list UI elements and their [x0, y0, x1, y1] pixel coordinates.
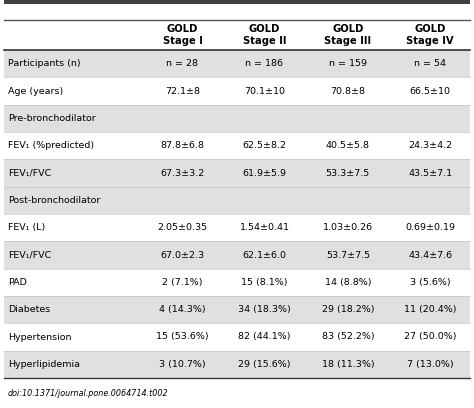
Bar	[4, 214, 470, 242]
Bar	[4, 78, 470, 105]
Text: 70.1±10: 70.1±10	[244, 86, 285, 95]
Bar	[4, 20, 470, 50]
Text: FEV₁ (%predicted): FEV₁ (%predicted)	[8, 141, 94, 150]
Text: 83 (52.2%): 83 (52.2%)	[321, 333, 374, 341]
Bar	[4, 323, 470, 350]
Text: 2 (7.1%): 2 (7.1%)	[162, 278, 203, 287]
Text: Diabetes: Diabetes	[8, 305, 50, 314]
Text: 66.5±10: 66.5±10	[410, 86, 451, 95]
Text: 4 (14.3%): 4 (14.3%)	[159, 305, 206, 314]
Text: GOLD
Stage III: GOLD Stage III	[324, 24, 372, 46]
Text: 15 (8.1%): 15 (8.1%)	[241, 278, 288, 287]
Text: FEV₁ (L): FEV₁ (L)	[8, 223, 45, 232]
Bar	[4, 268, 470, 296]
Text: 15 (53.6%): 15 (53.6%)	[156, 333, 209, 341]
Text: 61.9±5.9: 61.9±5.9	[243, 169, 286, 177]
Text: Hyperlipidemia: Hyperlipidemia	[8, 360, 80, 369]
Text: FEV₁/FVC: FEV₁/FVC	[8, 169, 51, 177]
Text: 27 (50.0%): 27 (50.0%)	[404, 333, 456, 341]
Text: 87.8±6.8: 87.8±6.8	[161, 141, 204, 150]
Text: 53.3±7.5: 53.3±7.5	[326, 169, 370, 177]
Text: FEV₁/FVC: FEV₁/FVC	[8, 251, 51, 259]
Text: Participants (n): Participants (n)	[8, 59, 81, 68]
Text: 7 (13.0%): 7 (13.0%)	[407, 360, 454, 369]
Text: 29 (18.2%): 29 (18.2%)	[322, 305, 374, 314]
Text: n = 54: n = 54	[414, 59, 446, 68]
Bar	[4, 50, 470, 78]
Bar	[4, 132, 470, 160]
Bar	[4, 350, 470, 378]
Text: 29 (15.6%): 29 (15.6%)	[238, 360, 291, 369]
Text: 3 (5.6%): 3 (5.6%)	[410, 278, 450, 287]
Text: Age (years): Age (years)	[8, 86, 63, 95]
Text: 70.8±8: 70.8±8	[330, 86, 365, 95]
Text: doi:10.1371/journal.pone.0064714.t002: doi:10.1371/journal.pone.0064714.t002	[8, 390, 169, 399]
Text: n = 159: n = 159	[329, 59, 367, 68]
Text: 1.54±0.41: 1.54±0.41	[239, 223, 290, 232]
Text: 43.5±7.1: 43.5±7.1	[408, 169, 452, 177]
Text: PAD: PAD	[8, 278, 27, 287]
Text: 82 (44.1%): 82 (44.1%)	[238, 333, 291, 341]
Text: 67.0±2.3: 67.0±2.3	[160, 251, 205, 259]
Text: GOLD
Stage IV: GOLD Stage IV	[406, 24, 454, 46]
Text: 24.3±4.2: 24.3±4.2	[408, 141, 452, 150]
Text: 62.1±6.0: 62.1±6.0	[243, 251, 286, 259]
Bar	[4, 242, 470, 268]
Text: 40.5±5.8: 40.5±5.8	[326, 141, 370, 150]
Text: 67.3±3.2: 67.3±3.2	[160, 169, 205, 177]
Text: Post-bronchodilator: Post-bronchodilator	[8, 196, 100, 205]
Text: Pre-bronchodilator: Pre-bronchodilator	[8, 114, 96, 123]
Text: 34 (18.3%): 34 (18.3%)	[238, 305, 291, 314]
Bar	[4, 0, 470, 4]
Text: 14 (8.8%): 14 (8.8%)	[325, 278, 371, 287]
Bar	[4, 105, 470, 132]
Text: GOLD
Stage I: GOLD Stage I	[163, 24, 202, 46]
Text: 43.4±7.6: 43.4±7.6	[408, 251, 452, 259]
Text: 3 (10.7%): 3 (10.7%)	[159, 360, 206, 369]
Text: 53.7±7.5: 53.7±7.5	[326, 251, 370, 259]
Text: 72.1±8: 72.1±8	[165, 86, 200, 95]
Text: 11 (20.4%): 11 (20.4%)	[404, 305, 456, 314]
Bar	[4, 160, 470, 187]
Text: n = 28: n = 28	[166, 59, 199, 68]
Text: 2.05±0.35: 2.05±0.35	[157, 223, 208, 232]
Text: GOLD
Stage II: GOLD Stage II	[243, 24, 286, 46]
Text: 18 (11.3%): 18 (11.3%)	[321, 360, 374, 369]
Bar	[4, 187, 470, 214]
Bar	[4, 296, 470, 323]
Text: 0.69±0.19: 0.69±0.19	[405, 223, 455, 232]
Text: Hypertension: Hypertension	[8, 333, 72, 341]
Text: 1.03±0.26: 1.03±0.26	[323, 223, 373, 232]
Text: n = 186: n = 186	[246, 59, 283, 68]
Text: 62.5±8.2: 62.5±8.2	[243, 141, 286, 150]
